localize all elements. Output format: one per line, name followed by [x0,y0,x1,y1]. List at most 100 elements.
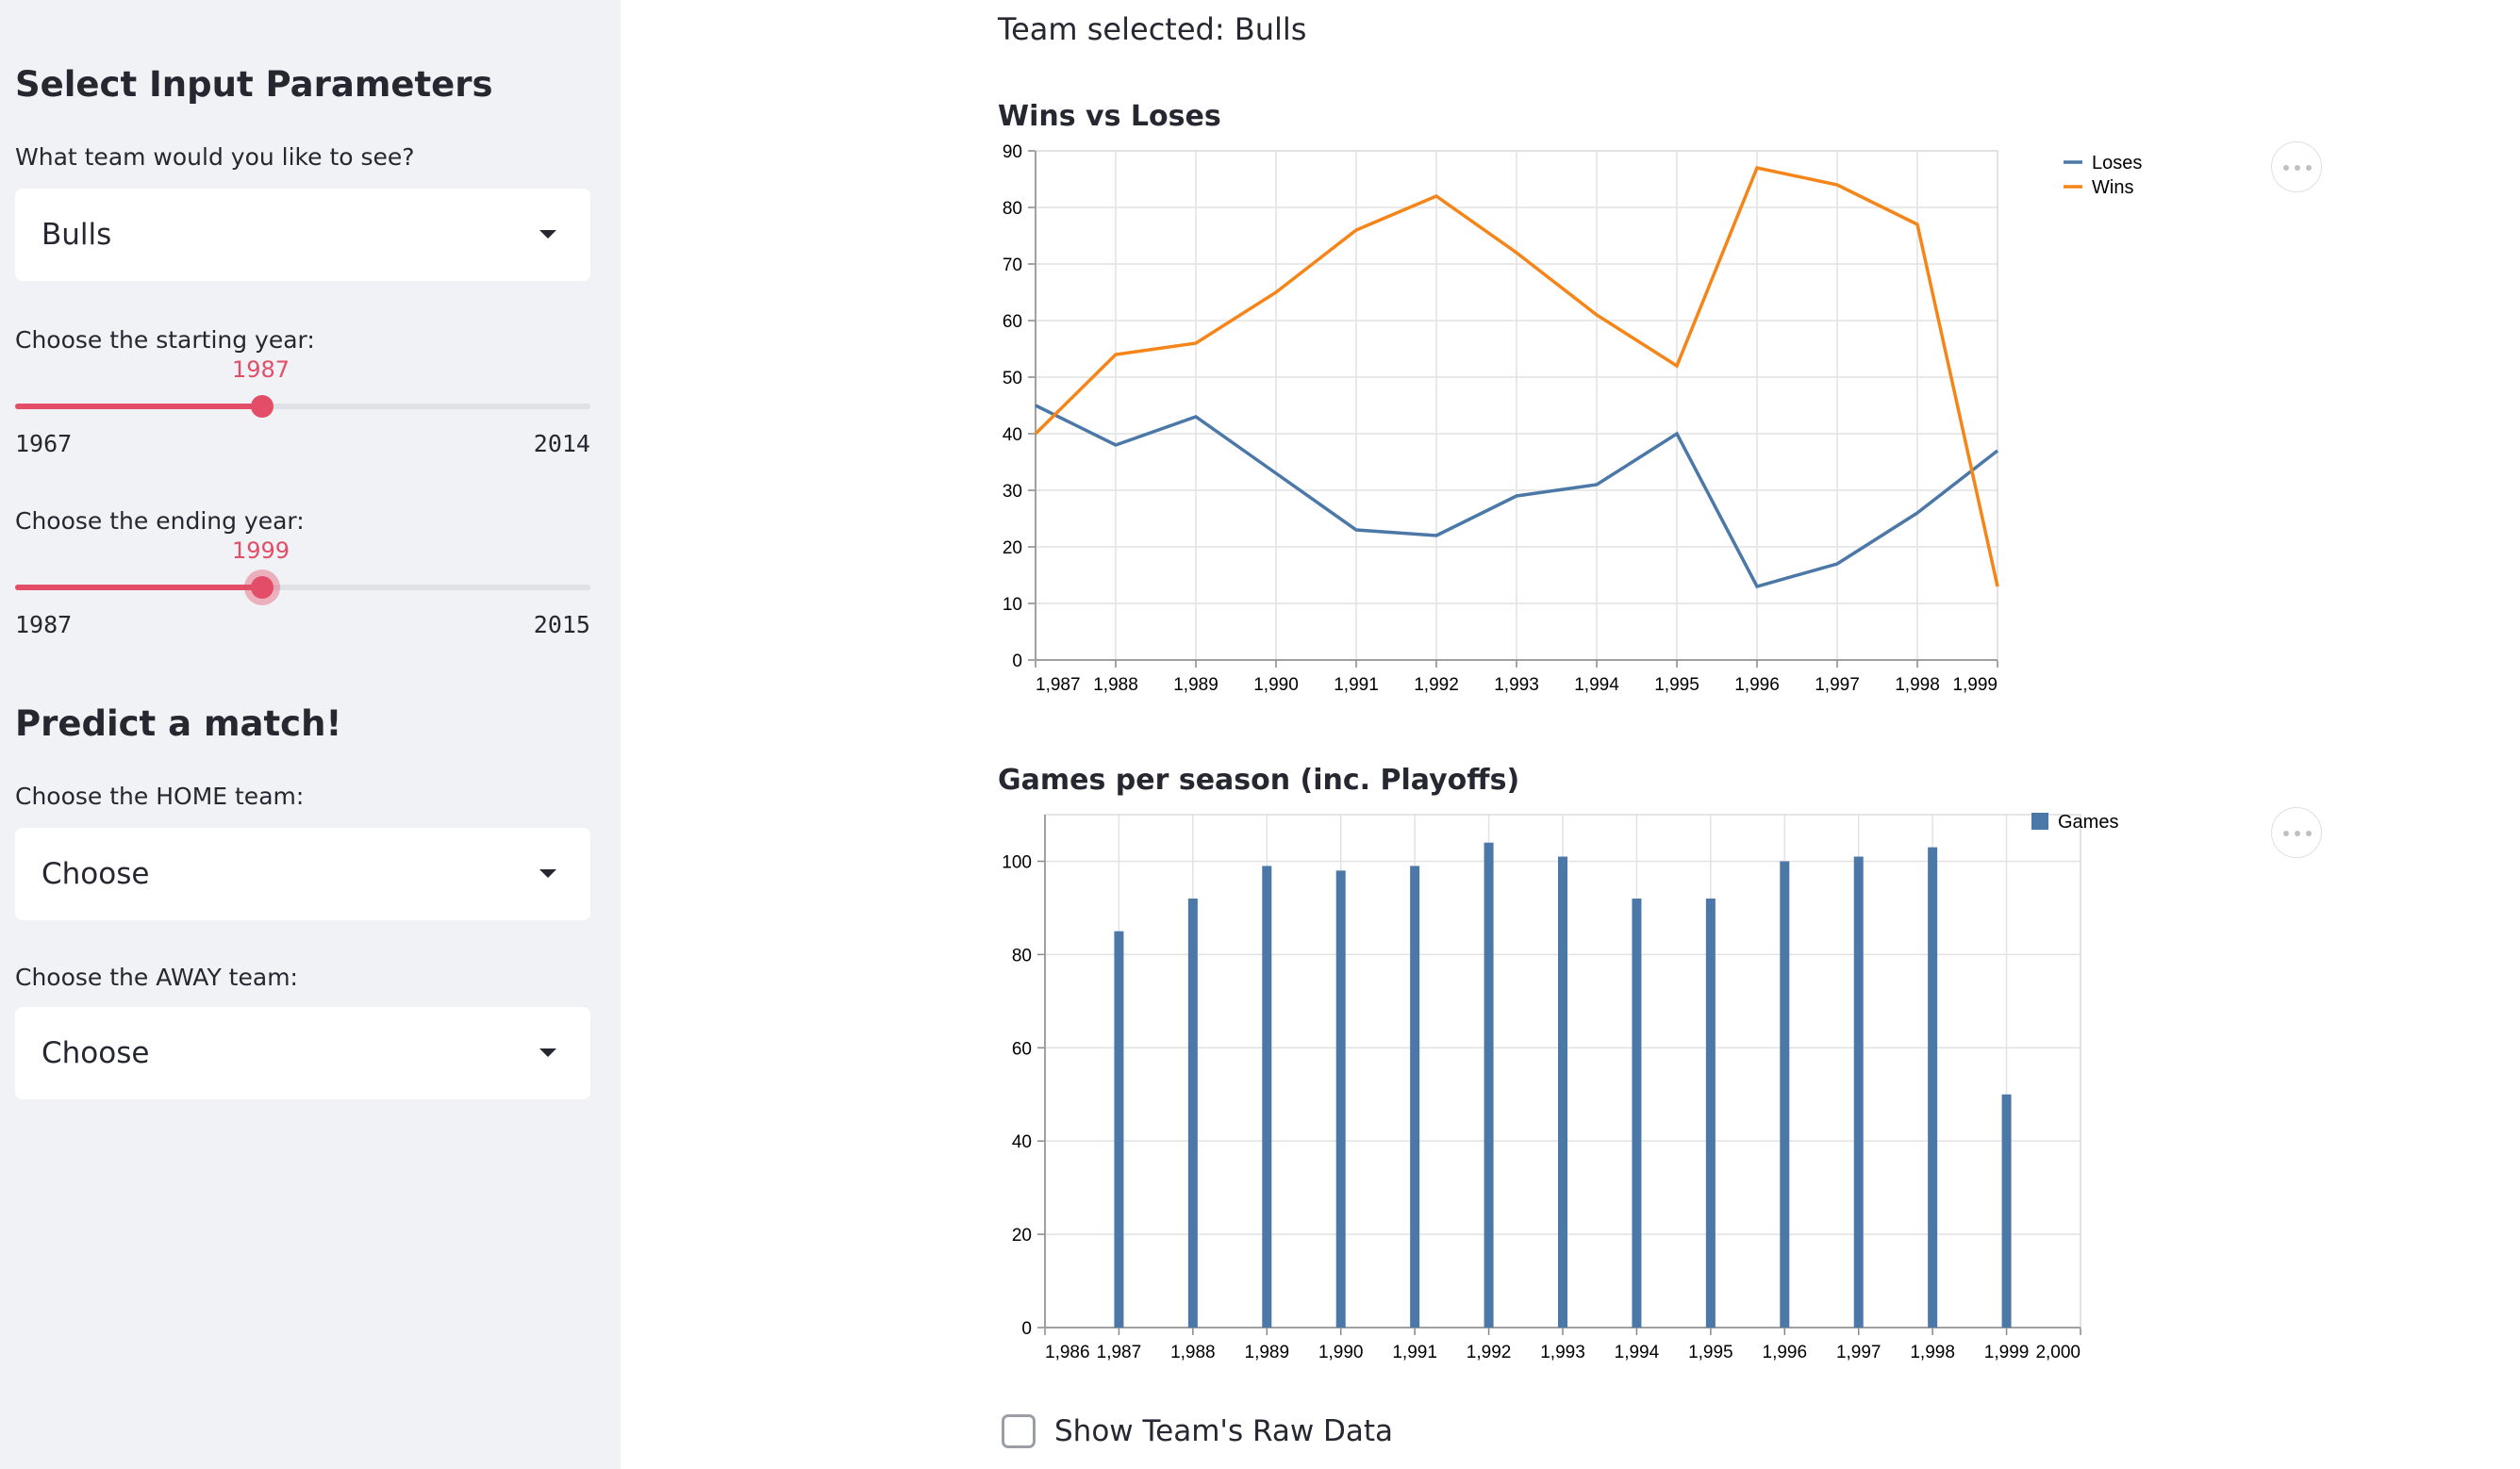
y-tick-label: 0 [1021,1319,1032,1339]
y-tick-label: 50 [1003,369,1022,388]
bar [1780,861,1790,1328]
start-year-min: 1967 [15,430,73,457]
team-question-label: What team would you like to see? [15,143,415,171]
slider-thumb[interactable] [251,395,274,418]
bar [1853,856,1864,1328]
wins-loses-line-chart: 0 10 20 30 40 50 60 70 80 90 1,987 1,988 1,989 1,990 1… [1003,142,2143,695]
chart-menu-button[interactable] [2271,141,2322,192]
slider-thumb[interactable] [251,576,274,599]
y-tick-label: 10 [1003,595,1022,615]
bar [1262,866,1272,1328]
chevron-down-icon [539,1048,556,1057]
y-tick-label: 40 [1003,425,1022,445]
x-tick-label: 1,994 [1615,1343,1660,1362]
x-tick-label: 1,998 [1910,1343,1955,1362]
predict-heading: Predict a match! [15,703,342,744]
y-tick-label: 40 [1012,1132,1032,1152]
series-line-wins [1034,165,1999,587]
x-tick-label: 2,000 [2035,1343,2081,1362]
end-year-min: 1987 [15,611,73,638]
legend-swatch [2031,813,2048,830]
x-tick-label: 1,995 [1654,675,1699,695]
bar [1410,866,1420,1328]
x-tick-label: 1,995 [1688,1343,1733,1362]
home-team-label: Choose the HOME team: [15,783,305,810]
y-tick-label: 20 [1012,1226,1032,1246]
checkbox-box[interactable] [1002,1414,1036,1448]
x-tick-label: 1,997 [1815,675,1860,695]
x-tick-label: 1,998 [1895,675,1940,695]
games-bar-chart: 0 20 40 60 80 100 1,986 1,987 1,988 1,989 1,990 1,9… [1002,812,2118,1362]
y-tick-label: 90 [1003,142,1022,162]
start-year-slider[interactable]: 1987 1967 2014 [15,356,590,460]
slider-fill [15,404,260,409]
home-team-select-value: Choose [41,857,150,891]
start-year-max: 2014 [533,430,590,457]
x-tick-label: 1,999 [1984,1343,2030,1362]
x-tick-label: 1,993 [1494,675,1539,695]
bar [2001,1094,2012,1328]
x-tick-label: 1,991 [1392,1343,1437,1362]
x-tick-label: 1,990 [1253,675,1299,695]
end-year-value: 1999 [232,537,290,564]
sidebar-heading: Select Input Parameters [15,64,493,105]
x-tick-label: 1,992 [1467,1343,1512,1362]
line-chart-title: Wins vs Loses [998,100,1221,133]
team-select-value: Bulls [41,218,112,252]
raw-data-label: Show Team's Raw Data [1054,1414,1394,1448]
bar [1484,842,1494,1328]
bar [1114,931,1124,1328]
bar [1928,847,1938,1328]
x-tick-label: 1,996 [1734,675,1780,695]
team-selected-text: Team selected: Bulls [998,11,1307,47]
end-year-max: 2015 [533,611,590,638]
x-tick-label: 1,994 [1574,675,1619,695]
bar-chart-title: Games per season (inc. Playoffs) [998,764,1520,797]
x-tick-label: 1,989 [1173,675,1219,695]
x-tick-label: 1,997 [1836,1343,1882,1362]
bar [1705,899,1716,1328]
chevron-down-icon [539,230,556,239]
end-year-label: Choose the ending year: [15,507,305,535]
x-tick-label: 1,987 [1036,675,1081,695]
x-tick-label: 1,990 [1318,1343,1364,1362]
x-tick-label: 1,989 [1245,1343,1290,1362]
away-team-label: Choose the AWAY team: [15,964,298,991]
x-tick-label: 1,987 [1097,1343,1142,1362]
x-tick-label: 1,991 [1334,675,1379,695]
legend-label: Wins [2092,177,2133,198]
x-tick-label: 1,992 [1414,675,1459,695]
x-tick-label: 1,993 [1540,1343,1585,1362]
y-tick-label: 80 [1003,199,1022,219]
home-team-select[interactable]: Choose [15,828,590,920]
y-tick-label: 80 [1012,946,1032,966]
main-content: Team selected: Bulls Wins vs Loses 0 10 20… [621,0,2520,1469]
y-tick-label: 20 [1003,538,1022,558]
chart-menu-button[interactable] [2271,807,2322,858]
bar [1335,870,1346,1328]
y-tick-label: 60 [1003,312,1022,332]
y-tick-label: 100 [1002,852,1032,872]
y-tick-label: 0 [1012,652,1022,671]
slider-fill [15,585,262,590]
sidebar: Select Input Parameters What team would … [0,0,621,1469]
slider-track [15,404,590,409]
bar [1558,856,1567,1328]
end-year-slider[interactable]: 1999 1987 2015 [15,537,590,641]
bar [1632,899,1642,1328]
x-tick-label: 1,988 [1170,1343,1216,1362]
team-select[interactable]: Bulls [15,189,590,281]
x-tick-label: 1,999 [1952,675,1998,695]
series-line-loses [1035,404,1999,589]
start-year-value: 1987 [232,356,290,383]
away-team-select[interactable]: Choose [15,1007,590,1099]
legend-label: Loses [2092,153,2142,173]
y-tick-label: 30 [1003,482,1022,502]
bar [1187,899,1198,1328]
legend-label: Games [2058,812,2118,833]
away-team-select-value: Choose [41,1036,150,1070]
x-tick-label: 1,986 [1045,1343,1090,1362]
slider-track [15,585,590,590]
y-tick-label: 70 [1003,256,1022,275]
start-year-label: Choose the starting year: [15,326,315,354]
